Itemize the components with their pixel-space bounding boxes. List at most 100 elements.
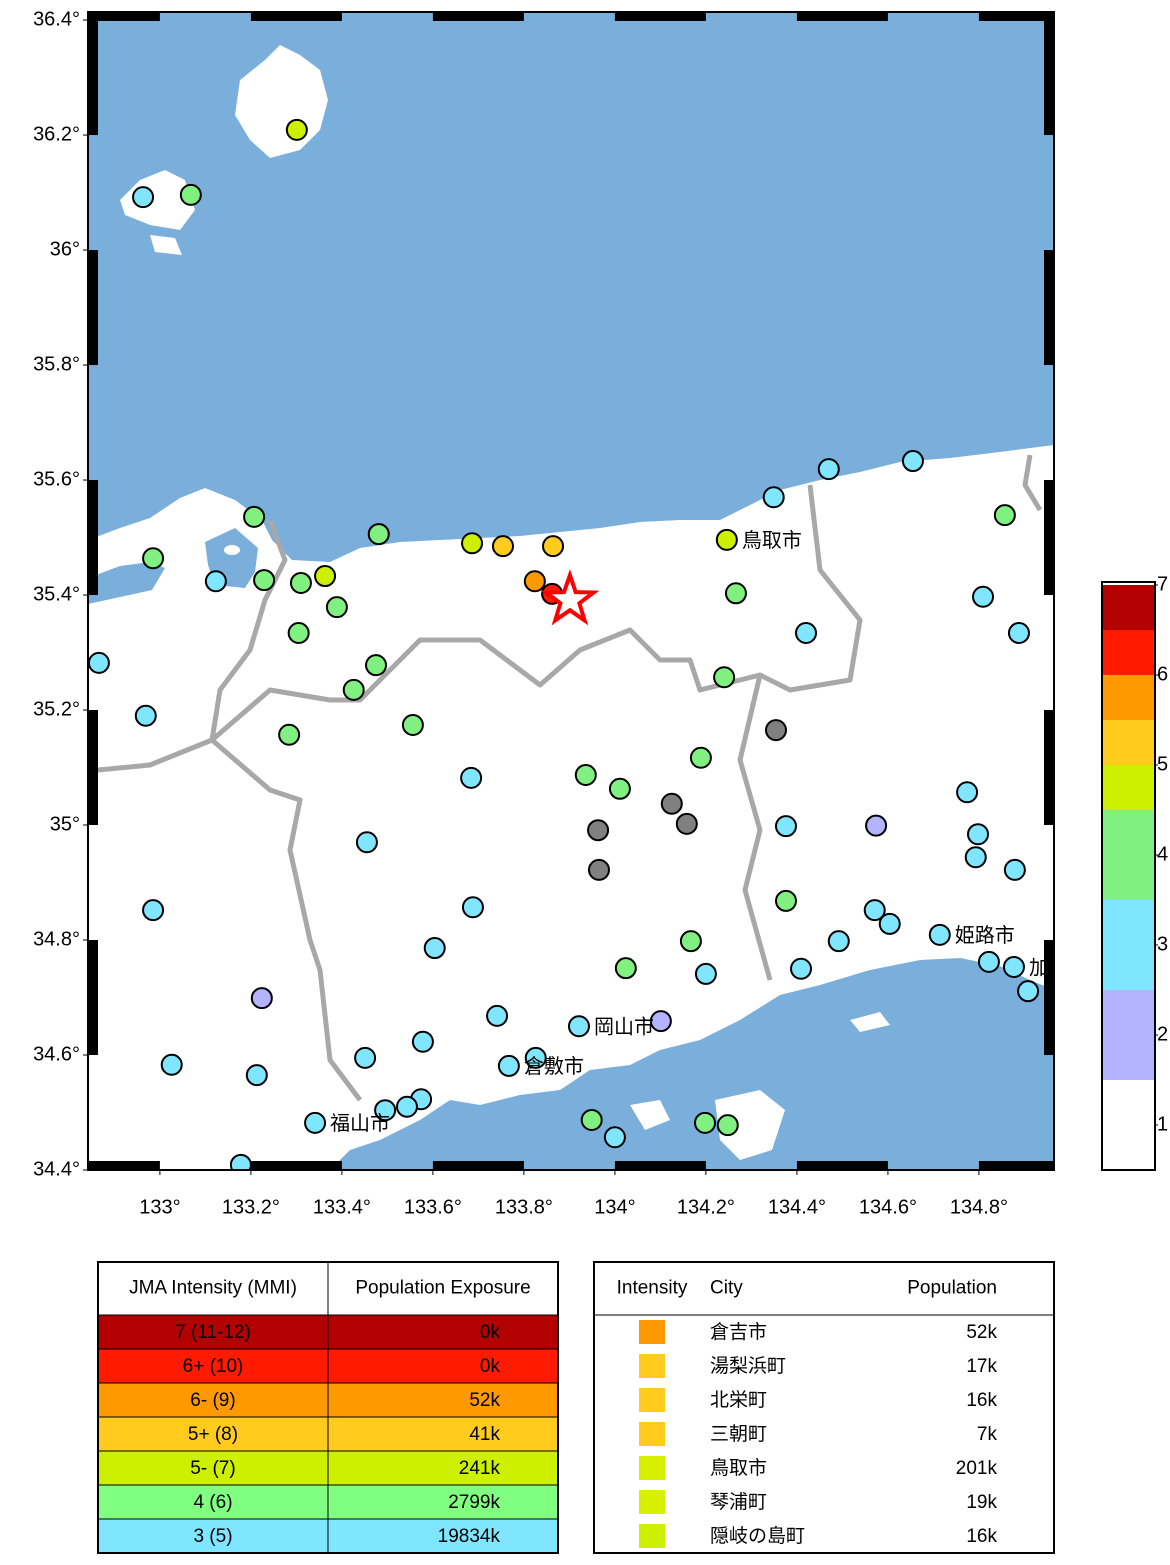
exposure-value: 52k: [469, 1390, 500, 1411]
station: [243, 505, 266, 528]
frame-bar: [88, 12, 160, 21]
table-cell: [97, 1518, 329, 1554]
colorbar-segment: [1102, 630, 1155, 675]
city-name: 隠岐の島町: [710, 1525, 805, 1547]
island: [715, 1090, 785, 1160]
intensity-label: 6- (9): [190, 1390, 235, 1411]
x-tick-label: 134.6°: [859, 1196, 917, 1218]
colorbar-segment: [1102, 900, 1155, 990]
frame-bar: [614, 12, 706, 21]
station: [1007, 621, 1030, 644]
frame-bar: [250, 12, 342, 21]
intensity-label: 3 (5): [193, 1526, 232, 1547]
station: [827, 930, 850, 953]
table-header: JMA Intensity (MMI): [129, 1278, 297, 1299]
station: [614, 957, 637, 980]
colorbar-label: 1: [1157, 1113, 1168, 1135]
city-label: 福山市: [330, 1112, 390, 1135]
station: [993, 504, 1016, 527]
frame-bar: [88, 20, 98, 136]
station: [245, 1064, 268, 1087]
x-tick-label: 133.4°: [313, 1196, 371, 1218]
station: [355, 831, 378, 854]
frame-bar: [1044, 710, 1054, 826]
station: [865, 814, 888, 837]
station: [289, 571, 312, 594]
station: [342, 678, 365, 701]
station: [461, 532, 484, 555]
frame-bar: [88, 480, 98, 596]
frame-bar: [796, 1161, 888, 1170]
station: [603, 1126, 626, 1149]
station: [142, 547, 165, 570]
epicenter: [540, 569, 600, 626]
frame-bar: [432, 1161, 524, 1170]
city-population: 19k: [966, 1492, 997, 1513]
intensity-swatch: [639, 1524, 665, 1548]
station: [762, 486, 785, 509]
city-label: 加: [1029, 956, 1049, 979]
station: [285, 118, 308, 141]
y-tick-label: 35.6°: [33, 468, 80, 490]
station: [689, 746, 712, 769]
boundary: [1022, 454, 1043, 512]
boundary: [210, 738, 362, 1102]
frame-bar: [796, 12, 888, 21]
y-tick-label: 35.4°: [33, 583, 80, 605]
y-tick-label: 36.2°: [33, 123, 80, 145]
station: [524, 1046, 547, 1069]
city-name: 北栄町: [710, 1389, 767, 1411]
station: [250, 987, 273, 1010]
city-label: 倉敷市: [524, 1055, 584, 1078]
boundary: [97, 519, 288, 773]
city-population: 201k: [956, 1458, 998, 1479]
city-population: 16k: [966, 1526, 997, 1547]
intensity-swatch: [639, 1354, 665, 1378]
exposure-value: 0k: [480, 1356, 501, 1377]
station: [486, 1004, 509, 1027]
intensity-swatch: [639, 1456, 665, 1480]
colorbar: 1 2 3 4 5 6 7: [1101, 573, 1168, 1171]
station: [365, 654, 388, 677]
station: [790, 957, 813, 980]
station: [679, 930, 702, 953]
colorbar-label: 2: [1157, 1023, 1168, 1045]
table-frame: [97, 1261, 559, 1554]
y-tick-label: 34.4°: [33, 1158, 80, 1180]
station: [287, 621, 310, 644]
station: [694, 1111, 717, 1134]
island: [630, 1100, 670, 1130]
table-cell: [97, 1382, 329, 1418]
station: [229, 1153, 252, 1170]
station: [491, 535, 514, 558]
colorbar-segment: [1102, 765, 1155, 810]
exposure-value: 41k: [469, 1424, 500, 1445]
station: [878, 912, 901, 935]
colorbar-segment: [1102, 810, 1155, 900]
x-tick-label: 134.2°: [677, 1196, 735, 1218]
colorbar-segment: [1102, 585, 1155, 630]
station: [1003, 858, 1026, 881]
x-tick-label: 134.4°: [768, 1196, 826, 1218]
city-name: 三朝町: [710, 1423, 767, 1445]
station: [660, 792, 683, 815]
y-tick-label: 36.4°: [33, 8, 80, 30]
axes: 133° 133.2° 133.4° 133.6° 133.8° 134° 134.2° 13…: [33, 8, 1054, 1218]
exposure-value: 0k: [480, 1322, 501, 1343]
station: [608, 777, 631, 800]
exposure-value: 241k: [459, 1458, 501, 1479]
station: [928, 923, 951, 946]
station: [964, 846, 987, 869]
station: [574, 763, 597, 786]
frame-bar: [1044, 250, 1054, 366]
station: [325, 596, 348, 619]
frame-bar: [88, 250, 98, 366]
station: [179, 183, 202, 206]
table-cell: [97, 1314, 329, 1350]
station: [461, 896, 484, 919]
colorbar-frame: [1101, 581, 1156, 1171]
station: [972, 585, 995, 608]
islet: [224, 545, 240, 555]
colorbar-label: 7: [1157, 573, 1168, 595]
